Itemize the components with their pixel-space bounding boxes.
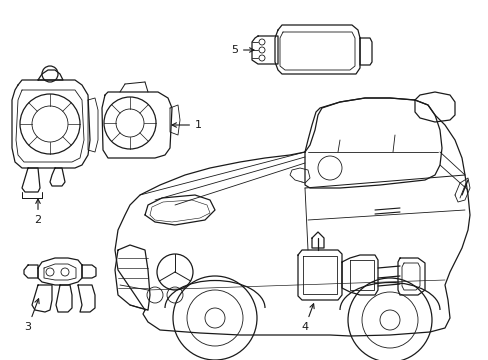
Text: 1: 1 (172, 120, 202, 130)
Text: 5: 5 (230, 45, 253, 55)
Text: 3: 3 (24, 299, 39, 332)
Text: 4: 4 (301, 304, 313, 332)
Text: 2: 2 (34, 199, 41, 225)
